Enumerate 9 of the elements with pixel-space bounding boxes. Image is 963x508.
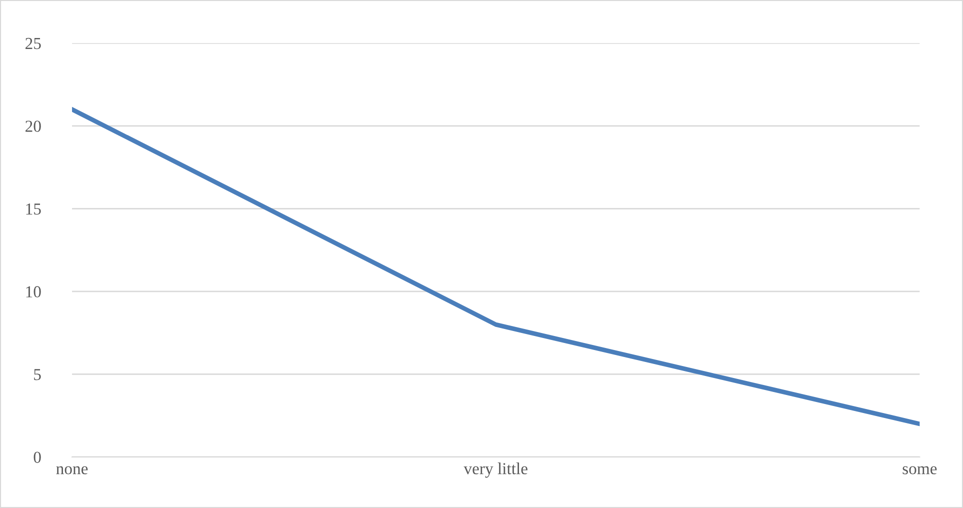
x-tick-label: very little	[464, 462, 528, 478]
x-tick-label: none	[56, 466, 88, 474]
y-tick-label: 15	[26, 203, 41, 215]
y-tick-label: 0	[34, 452, 41, 463]
y-tick-label: 10	[26, 286, 41, 298]
y-tick-label: 5	[34, 369, 41, 380]
x-tick-label: some	[902, 466, 937, 474]
y-tick-label: 25	[26, 38, 41, 50]
y-tick-label: 20	[26, 120, 41, 132]
